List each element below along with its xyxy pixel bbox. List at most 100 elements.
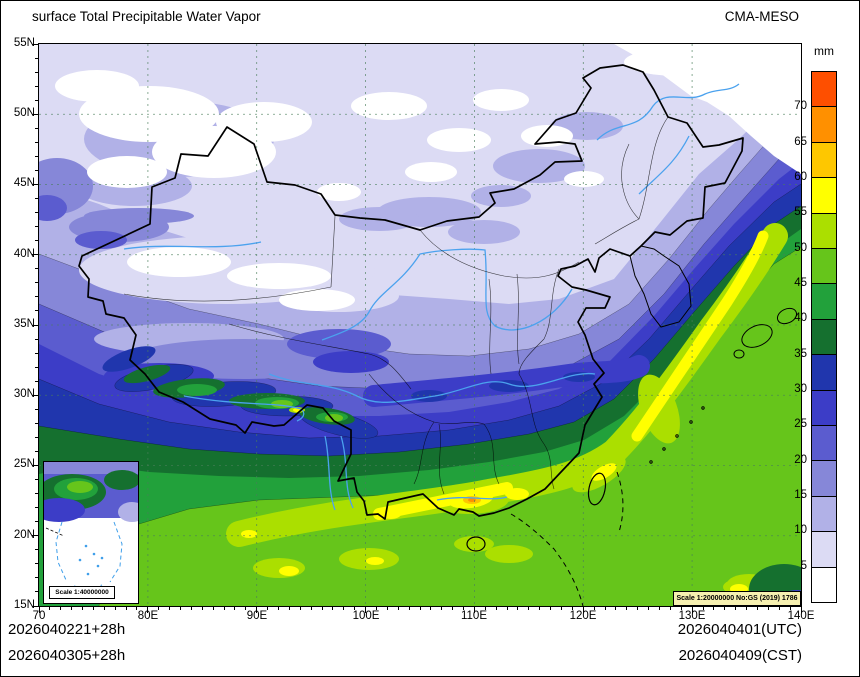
axis-tick (789, 606, 791, 610)
lat-tick-label: 30N (13, 388, 35, 400)
axis-tick (35, 422, 39, 424)
axis-tick (517, 606, 519, 610)
province-borders (123, 116, 669, 495)
axis-tick (332, 606, 334, 610)
axis-tick (648, 606, 650, 610)
axis-tick (35, 141, 39, 143)
axis-tick (691, 606, 693, 613)
colorbar-level-label: 5 (800, 559, 807, 572)
colorbar-segment (812, 284, 836, 320)
inset-scale-label: Scale 1:40000000 (49, 586, 115, 599)
inset-map-canvas (44, 462, 138, 603)
init-time-utc: 2026040221+28h (8, 621, 126, 638)
axis-tick (212, 606, 214, 610)
axis-tick (35, 57, 39, 59)
axis-tick (35, 436, 39, 438)
colorbar-level-label: 65 (794, 135, 807, 148)
axis-tick (452, 606, 454, 610)
axis-tick (136, 606, 138, 610)
axis-tick (800, 606, 802, 613)
axis-tick (158, 606, 160, 610)
axis-tick (35, 99, 39, 101)
inset-islands (78, 544, 104, 576)
axis-tick (539, 606, 541, 610)
axis-tick (35, 127, 39, 129)
south-china-sea-inset: Scale 1:40000000 (43, 461, 139, 604)
axis-tick (746, 606, 748, 610)
axis-tick (35, 577, 39, 579)
colorbar-level-label: 30 (794, 383, 807, 395)
axis-tick (82, 606, 84, 610)
lon-tick-label: 140E (787, 610, 815, 622)
colorbar-level-label: 60 (794, 171, 807, 183)
colorbar-segment (812, 249, 836, 285)
axis-tick (637, 606, 639, 610)
colorbar-segment (812, 355, 836, 391)
colorbar-segment (812, 461, 836, 497)
axis-tick (35, 268, 39, 270)
axis-tick (35, 563, 39, 565)
axis-tick (32, 254, 39, 256)
axis-tick (256, 606, 258, 613)
lat-tick-label: 15N (13, 599, 35, 611)
axis-tick (234, 606, 236, 610)
lon-tick-label: 120E (569, 610, 597, 622)
axis-tick (735, 606, 737, 610)
axis-tick (680, 606, 682, 610)
lon-tick-label: 90E (246, 610, 268, 622)
axis-tick (299, 606, 301, 610)
axis-tick (35, 71, 39, 73)
korea-outline (629, 245, 692, 328)
axis-tick (190, 606, 192, 610)
colorbar-level-label: 40 (794, 312, 807, 325)
gridlines (39, 44, 801, 606)
colorbar-segment (812, 319, 836, 356)
axis-tick (32, 113, 39, 115)
axis-tick (397, 606, 399, 610)
axis-tick (114, 606, 116, 610)
colorbar-segment (812, 72, 836, 108)
lat-tick-label: 45N (13, 177, 35, 189)
axis-tick (658, 606, 660, 610)
axis-tick (35, 169, 39, 171)
axis-tick (35, 521, 39, 523)
axis-tick (32, 605, 39, 607)
axis-tick (778, 606, 780, 610)
axis-tick (277, 606, 279, 610)
colorbar-segment (812, 532, 836, 568)
axis-tick (495, 606, 497, 610)
colorbar-segment (812, 107, 836, 143)
map-plot: Scale 1:40000000 Scale 1:20000000 No:GS … (38, 43, 802, 607)
axis-tick (441, 606, 443, 610)
colorbar-segment (812, 213, 836, 250)
axis-tick (92, 606, 94, 610)
axis-tick (615, 606, 617, 610)
axis-tick (71, 606, 73, 610)
axis-tick (35, 296, 39, 298)
axis-tick (35, 408, 39, 410)
lon-tick-label: 130E (678, 610, 706, 622)
colorbar-level-label: 50 (794, 241, 807, 254)
axis-tick (35, 198, 39, 200)
axis-tick (593, 606, 595, 610)
axis-tick (32, 43, 39, 45)
axis-tick (473, 606, 475, 613)
colorbar-level-label: 15 (794, 489, 807, 501)
valid-time-utc: 2026040401(UTC) (677, 621, 802, 638)
axis-tick (35, 549, 39, 551)
axis-tick (35, 226, 39, 228)
lat-tick-label: 20N (13, 529, 35, 541)
axis-tick (49, 606, 51, 610)
lat-tick-label: 55N (13, 37, 35, 49)
axis-tick (32, 324, 39, 326)
axis-tick (310, 606, 312, 610)
axis-tick (724, 606, 726, 610)
colorbar-level-label: 45 (794, 277, 807, 289)
colorbar-level-label: 20 (794, 453, 807, 466)
axis-tick (35, 591, 39, 593)
axis-tick (35, 240, 39, 242)
valid-time-cst: 2026040409(CST) (678, 647, 802, 664)
lon-tick-label: 70 (32, 610, 46, 622)
axis-tick (35, 493, 39, 495)
